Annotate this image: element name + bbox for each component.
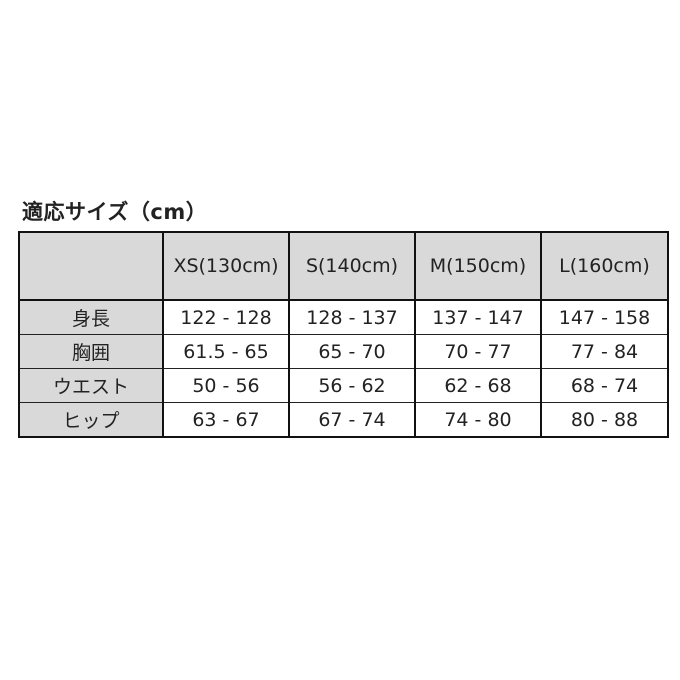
table-cell: 50 - 56 bbox=[162, 368, 290, 403]
table-cell: 56 - 62 bbox=[288, 368, 416, 403]
table-cell: 70 - 77 bbox=[414, 334, 542, 369]
size-table: XS(130cm) S(140cm) M(150cm) L(160cm) 身長 … bbox=[18, 231, 669, 438]
table-cell: 147 - 158 bbox=[540, 299, 669, 335]
table-cell: 77 - 84 bbox=[540, 334, 669, 369]
table-cell: 80 - 88 bbox=[540, 402, 669, 438]
table-cell: 68 - 74 bbox=[540, 368, 669, 403]
header-size-m: M(150cm) bbox=[414, 231, 542, 301]
table-cell: 65 - 70 bbox=[288, 334, 416, 369]
header-size-l: L(160cm) bbox=[540, 231, 669, 301]
table-row: 胸囲 61.5 - 65 65 - 70 70 - 77 77 - 84 bbox=[18, 334, 669, 369]
table-cell: 61.5 - 65 bbox=[162, 334, 290, 369]
table-cell: 137 - 147 bbox=[414, 299, 542, 335]
row-label-chest: 胸囲 bbox=[18, 334, 164, 369]
table-cell: 67 - 74 bbox=[288, 402, 416, 438]
table-cell: 128 - 137 bbox=[288, 299, 416, 335]
table-row: ウエスト 50 - 56 56 - 62 62 - 68 68 - 74 bbox=[18, 368, 669, 403]
header-size-xs: XS(130cm) bbox=[162, 231, 290, 301]
page-title: 適応サイズ（cm） bbox=[22, 200, 208, 224]
table-row: 身長 122 - 128 128 - 137 137 - 147 147 - 1… bbox=[18, 299, 669, 335]
header-row: XS(130cm) S(140cm) M(150cm) L(160cm) bbox=[18, 231, 669, 301]
header-size-s: S(140cm) bbox=[288, 231, 416, 301]
row-label-hip: ヒップ bbox=[18, 402, 164, 438]
table-cell: 62 - 68 bbox=[414, 368, 542, 403]
table-cell: 74 - 80 bbox=[414, 402, 542, 438]
table-row: ヒップ 63 - 67 67 - 74 74 - 80 80 - 88 bbox=[18, 402, 669, 438]
table-cell: 122 - 128 bbox=[162, 299, 290, 335]
header-corner bbox=[18, 231, 164, 301]
row-label-height: 身長 bbox=[18, 299, 164, 335]
row-label-waist: ウエスト bbox=[18, 368, 164, 403]
table-cell: 63 - 67 bbox=[162, 402, 290, 438]
